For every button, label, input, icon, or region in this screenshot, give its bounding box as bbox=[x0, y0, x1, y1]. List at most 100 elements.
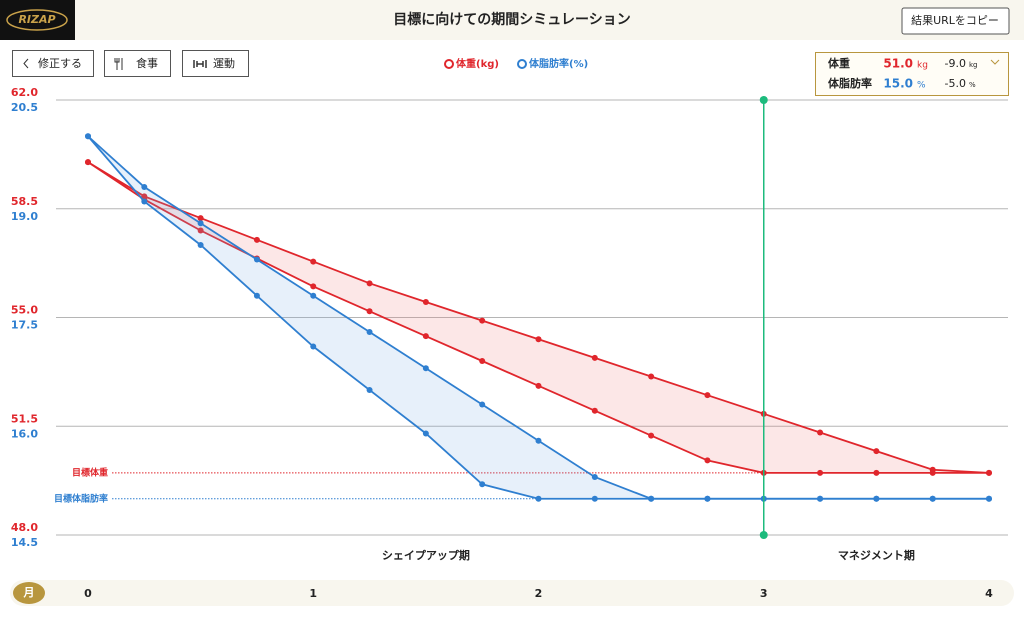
data-point bbox=[141, 184, 148, 190]
data-point bbox=[704, 495, 711, 502]
x-tick-label: 0 bbox=[84, 587, 92, 600]
logo-ring bbox=[6, 9, 68, 31]
data-point bbox=[591, 407, 598, 414]
legend-label: 体脂肪率(%) bbox=[529, 57, 588, 70]
phase-label: マネジメント期 bbox=[838, 548, 915, 562]
data-point bbox=[817, 469, 824, 476]
x-tick-label: 3 bbox=[760, 587, 768, 600]
x-label-badge bbox=[13, 582, 45, 604]
data-point bbox=[253, 256, 260, 263]
edit-button[interactable] bbox=[12, 50, 94, 77]
y-tick-label: 48.0 bbox=[11, 521, 38, 534]
phase-label: シェイプアップ期 bbox=[382, 548, 470, 562]
page-title: 目標に向けての期間シミュレーション bbox=[393, 11, 630, 28]
data-point bbox=[873, 495, 880, 502]
x-tick-label: 2 bbox=[535, 587, 543, 600]
target-label: 目標体脂肪率 bbox=[54, 492, 108, 504]
back-icon bbox=[23, 58, 29, 69]
y2-tick-label: 16.0 bbox=[11, 427, 38, 440]
y-tick-label: 62.0 bbox=[11, 86, 38, 99]
summary-value: 51.0 bbox=[883, 57, 913, 71]
data-point bbox=[479, 358, 486, 364]
data-point bbox=[591, 354, 598, 361]
data-point bbox=[310, 258, 317, 265]
data-point bbox=[310, 343, 317, 350]
y2-tick-label: 14.5 bbox=[11, 536, 38, 549]
expand-icon[interactable] bbox=[990, 59, 1000, 65]
data-point bbox=[648, 373, 655, 380]
summary-unit: kg bbox=[917, 61, 928, 71]
data-point bbox=[422, 298, 429, 305]
data-point bbox=[873, 469, 880, 476]
summary-box bbox=[815, 52, 1009, 96]
y2-tick-label: 20.5 bbox=[11, 101, 38, 114]
summary-label: 体重 bbox=[828, 56, 850, 70]
summary-value: 15.0 bbox=[883, 77, 913, 91]
y2-tick-label: 19.0 bbox=[11, 210, 38, 223]
data-point bbox=[197, 227, 204, 234]
data-point bbox=[929, 495, 936, 502]
data-point bbox=[422, 365, 429, 372]
data-point bbox=[310, 292, 317, 299]
data-point bbox=[986, 495, 992, 502]
summary-diff: -9.0 bbox=[945, 57, 966, 70]
data-point bbox=[253, 236, 260, 243]
copy-button[interactable] bbox=[901, 7, 1010, 35]
data-point bbox=[986, 469, 992, 476]
boundary-end bbox=[759, 96, 768, 104]
data-point bbox=[479, 317, 486, 324]
data-point bbox=[535, 336, 542, 343]
summary-diff: -5.0 bbox=[945, 77, 966, 90]
legend-marker bbox=[444, 59, 454, 69]
data-point bbox=[535, 437, 542, 444]
data-point bbox=[141, 198, 148, 205]
data-point bbox=[591, 495, 598, 502]
data-point bbox=[479, 401, 486, 408]
summary-unit: % bbox=[917, 81, 926, 91]
data-point bbox=[873, 448, 880, 455]
meal-button[interactable] bbox=[104, 50, 171, 77]
data-point bbox=[253, 292, 260, 299]
data-point bbox=[366, 308, 373, 315]
exercise-icon bbox=[193, 60, 207, 68]
data-point bbox=[366, 387, 373, 393]
header-bar bbox=[0, 0, 1024, 40]
data-point bbox=[535, 382, 542, 389]
data-point bbox=[366, 280, 373, 287]
logo-box bbox=[0, 0, 75, 40]
x-axis-label: 月 bbox=[23, 586, 35, 599]
data-point bbox=[648, 432, 655, 439]
legend-label: 体重(kg) bbox=[456, 57, 499, 70]
data-point bbox=[535, 495, 542, 502]
data-point bbox=[704, 457, 711, 464]
target-label: 目標体重 bbox=[72, 466, 108, 478]
edit-button-label[interactable]: 修正する bbox=[38, 56, 82, 70]
data-point bbox=[648, 495, 655, 502]
x-tick-label: 1 bbox=[309, 587, 317, 600]
legend-marker bbox=[517, 59, 527, 69]
data-point bbox=[817, 495, 824, 502]
summary-diff-unit: % bbox=[969, 81, 976, 89]
data-point bbox=[85, 159, 91, 166]
data-point bbox=[197, 242, 204, 248]
x-tick-label: 4 bbox=[985, 587, 993, 600]
copy-button-label[interactable]: 結果URLをコピー bbox=[911, 13, 999, 27]
data-point bbox=[310, 283, 317, 290]
data-point bbox=[366, 329, 373, 335]
y-tick-label: 55.0 bbox=[11, 304, 38, 317]
data-point bbox=[85, 133, 91, 140]
x-axis-bar bbox=[10, 580, 1014, 606]
boundary-end bbox=[759, 531, 768, 539]
exercise-button-label[interactable]: 運動 bbox=[213, 56, 235, 70]
summary-label: 体脂肪率 bbox=[828, 76, 872, 90]
summary-diff-unit: kg bbox=[969, 61, 978, 69]
data-point bbox=[591, 474, 598, 480]
y-tick-label: 58.5 bbox=[11, 195, 38, 208]
data-point bbox=[817, 429, 824, 436]
data-point bbox=[704, 392, 711, 399]
data-point bbox=[422, 333, 429, 340]
meal-button-label[interactable]: 食事 bbox=[136, 56, 158, 70]
y-tick-label: 51.5 bbox=[11, 412, 38, 425]
